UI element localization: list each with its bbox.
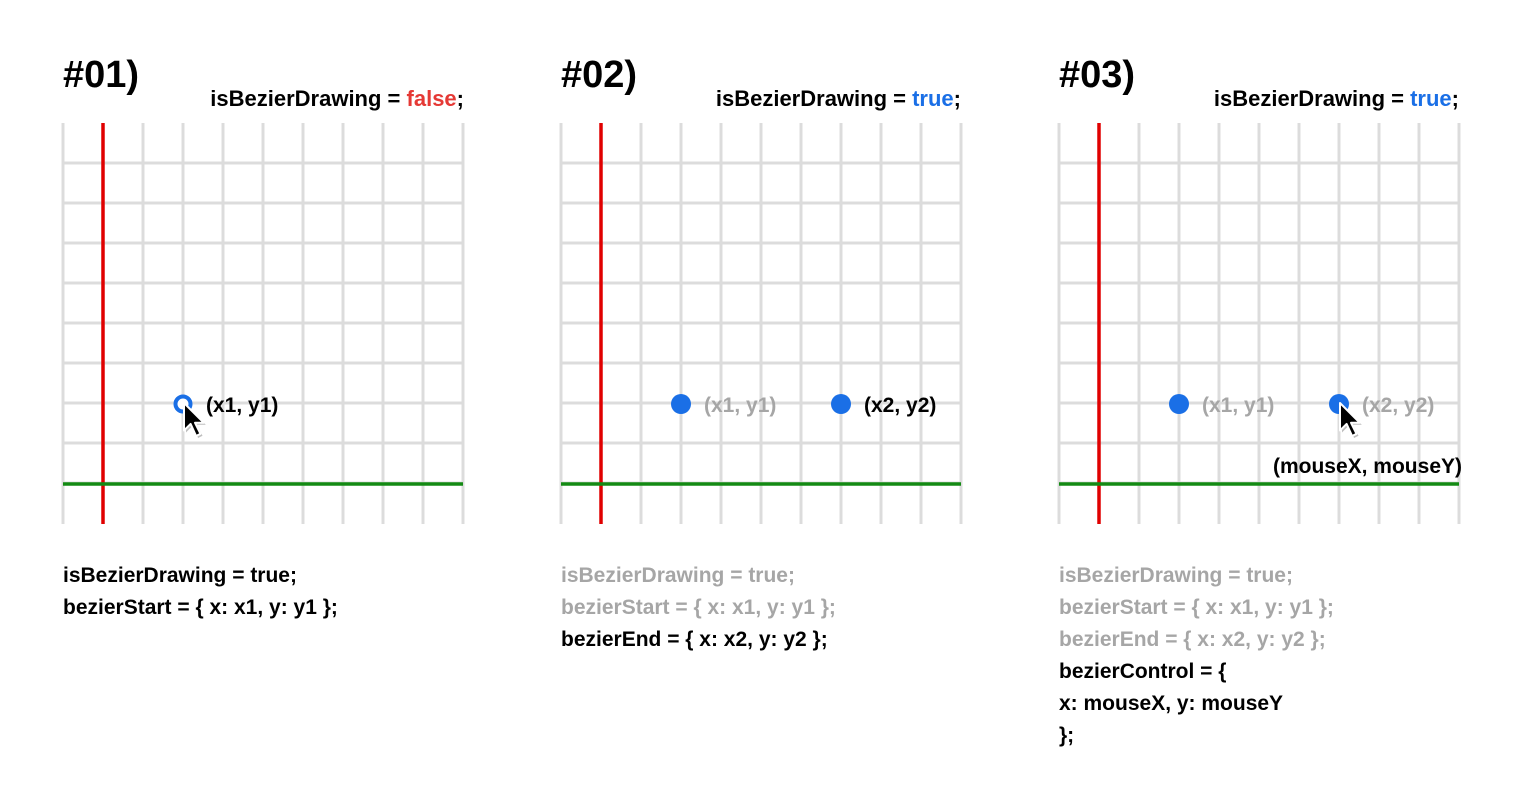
point-marker	[831, 394, 851, 414]
point-1: (x1, y1)	[671, 394, 776, 417]
flag-prefix: isBezierDrawing =	[1214, 86, 1410, 111]
code-line: bezierControl = {	[1059, 660, 1226, 683]
panel-2: #02) isBezierDrawing = true; (x1, y1) (x2, …	[559, 54, 963, 651]
point-1: (x1, y1)	[1169, 394, 1274, 417]
point-label: (x1, y1)	[1202, 394, 1274, 417]
point-label: (x2, y2)	[1362, 394, 1434, 417]
cursor-label: (mouseX, mouseY)	[1273, 455, 1462, 478]
code-line: bezierEnd = { x: x2, y: y2 };	[561, 628, 828, 651]
code-line: bezierEnd = { x: x2, y: y2 };	[1059, 628, 1326, 651]
code-line: x: mouseX, y: mouseY	[1059, 692, 1283, 715]
code-line: bezierStart = { x: x1, y: y1 };	[63, 596, 338, 619]
grid	[559, 123, 963, 524]
panel-title: #01)	[63, 54, 139, 96]
mouse-cursor-icon	[183, 402, 206, 438]
code-line: isBezierDrawing = true;	[63, 564, 297, 587]
point-2: (x2, y2)	[831, 394, 936, 417]
drawing-flag: isBezierDrawing = true;	[1214, 86, 1459, 111]
flag-value: true	[912, 86, 954, 111]
code-line: isBezierDrawing = true;	[1059, 564, 1293, 587]
panel-title: #03)	[1059, 54, 1135, 96]
point-marker	[671, 394, 691, 414]
point-marker	[1169, 394, 1189, 414]
drawing-flag: isBezierDrawing = true;	[716, 86, 961, 111]
point-label: (x1, y1)	[206, 394, 278, 417]
panel-3: #03) isBezierDrawing = true; (x1, y1) (x2, …	[1057, 54, 1462, 747]
mouse-cursor-icon	[1339, 402, 1362, 438]
panel-title: #02)	[561, 54, 637, 96]
code-line: };	[1059, 724, 1074, 747]
code-line: isBezierDrawing = true;	[561, 564, 795, 587]
code-line: bezierStart = { x: x1, y: y1 };	[1059, 596, 1334, 619]
flag-suffix: ;	[457, 86, 464, 111]
flag-prefix: isBezierDrawing =	[210, 86, 406, 111]
point-label: (x2, y2)	[864, 394, 936, 417]
flag-value: true	[1410, 86, 1452, 111]
flag-value: false	[407, 86, 457, 111]
point-label: (x1, y1)	[704, 394, 776, 417]
point-2: (x2, y2)	[1329, 394, 1434, 438]
panel-1: #01) isBezierDrawing = false; (x1, y1) isBe…	[61, 54, 465, 619]
flag-suffix: ;	[1452, 86, 1459, 111]
drawing-flag: isBezierDrawing = false;	[210, 86, 464, 111]
flag-suffix: ;	[954, 86, 961, 111]
flag-prefix: isBezierDrawing =	[716, 86, 912, 111]
code-line: bezierStart = { x: x1, y: y1 };	[561, 596, 836, 619]
grid	[61, 123, 465, 524]
point-1: (x1, y1)	[173, 394, 278, 438]
